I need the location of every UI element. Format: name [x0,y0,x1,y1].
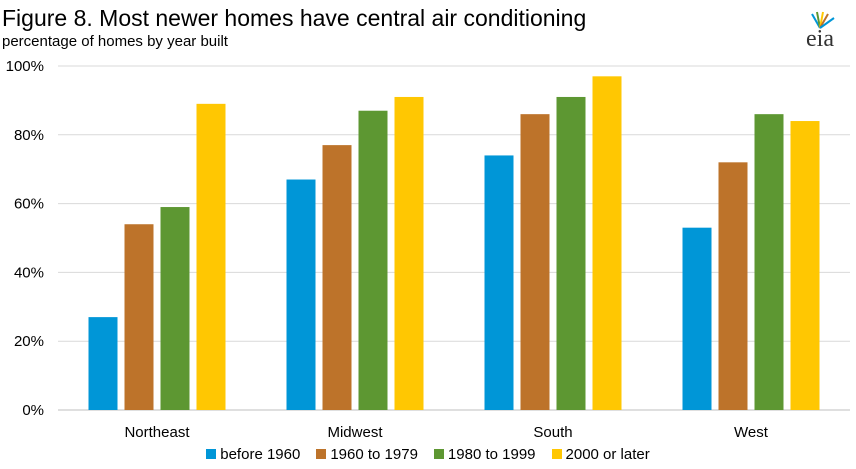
legend-swatch [551,449,562,459]
y-tick-label: 40% [14,264,44,281]
bar-northeast-2 [160,207,190,410]
legend-item: 2000 or later [551,444,650,464]
chart-subtitle: percentage of homes by year built [2,33,228,50]
bar-south-3 [592,76,622,410]
bar-south-2 [556,96,586,411]
bar-west-3 [790,121,820,410]
y-tick-label: 20% [14,333,44,350]
bar-northeast-3 [196,103,226,410]
bar-midwest-3 [394,96,424,411]
bar-south-0 [484,155,514,410]
bar-west-1 [718,162,748,410]
y-tick-label: 60% [14,196,44,213]
legend-label: 1960 to 1979 [330,445,418,463]
chart-title: Figure 8. Most newer homes have central … [2,5,587,31]
bar-northeast-1 [124,224,154,410]
y-tick-label: 100% [6,58,44,75]
legend-swatch [316,449,327,459]
legend-label: 2000 or later [565,445,650,463]
legend-label: 1980 to 1999 [447,445,536,463]
x-tick-label: Northeast [124,424,190,441]
x-tick-label: Midwest [327,424,383,441]
bar-midwest-1 [322,145,352,410]
legend-swatch [206,449,217,459]
legend-swatch [433,449,444,459]
bar-west-0 [682,227,712,410]
legend: before 1960 1960 to 1979 1980 to 1999 2000 … [0,444,856,464]
bar-midwest-0 [286,179,316,410]
bar-northeast-0 [88,317,118,410]
x-tick-label: West [734,424,769,441]
bar-south-1 [520,114,550,410]
x-tick-label: South [533,424,572,441]
legend-item: before 1960 [206,444,300,464]
bar-west-2 [754,114,784,410]
logo-text: eia [806,26,834,52]
legend-item: 1960 to 1979 [316,444,418,464]
sunburst-icon [811,11,835,29]
y-tick-label: 80% [14,127,44,144]
legend-label: before 1960 [220,445,301,463]
y-tick-label: 0% [22,402,44,419]
bar-midwest-2 [358,110,388,410]
legend-item: 1980 to 1999 [433,444,536,464]
eia-logo: eia [790,10,850,52]
